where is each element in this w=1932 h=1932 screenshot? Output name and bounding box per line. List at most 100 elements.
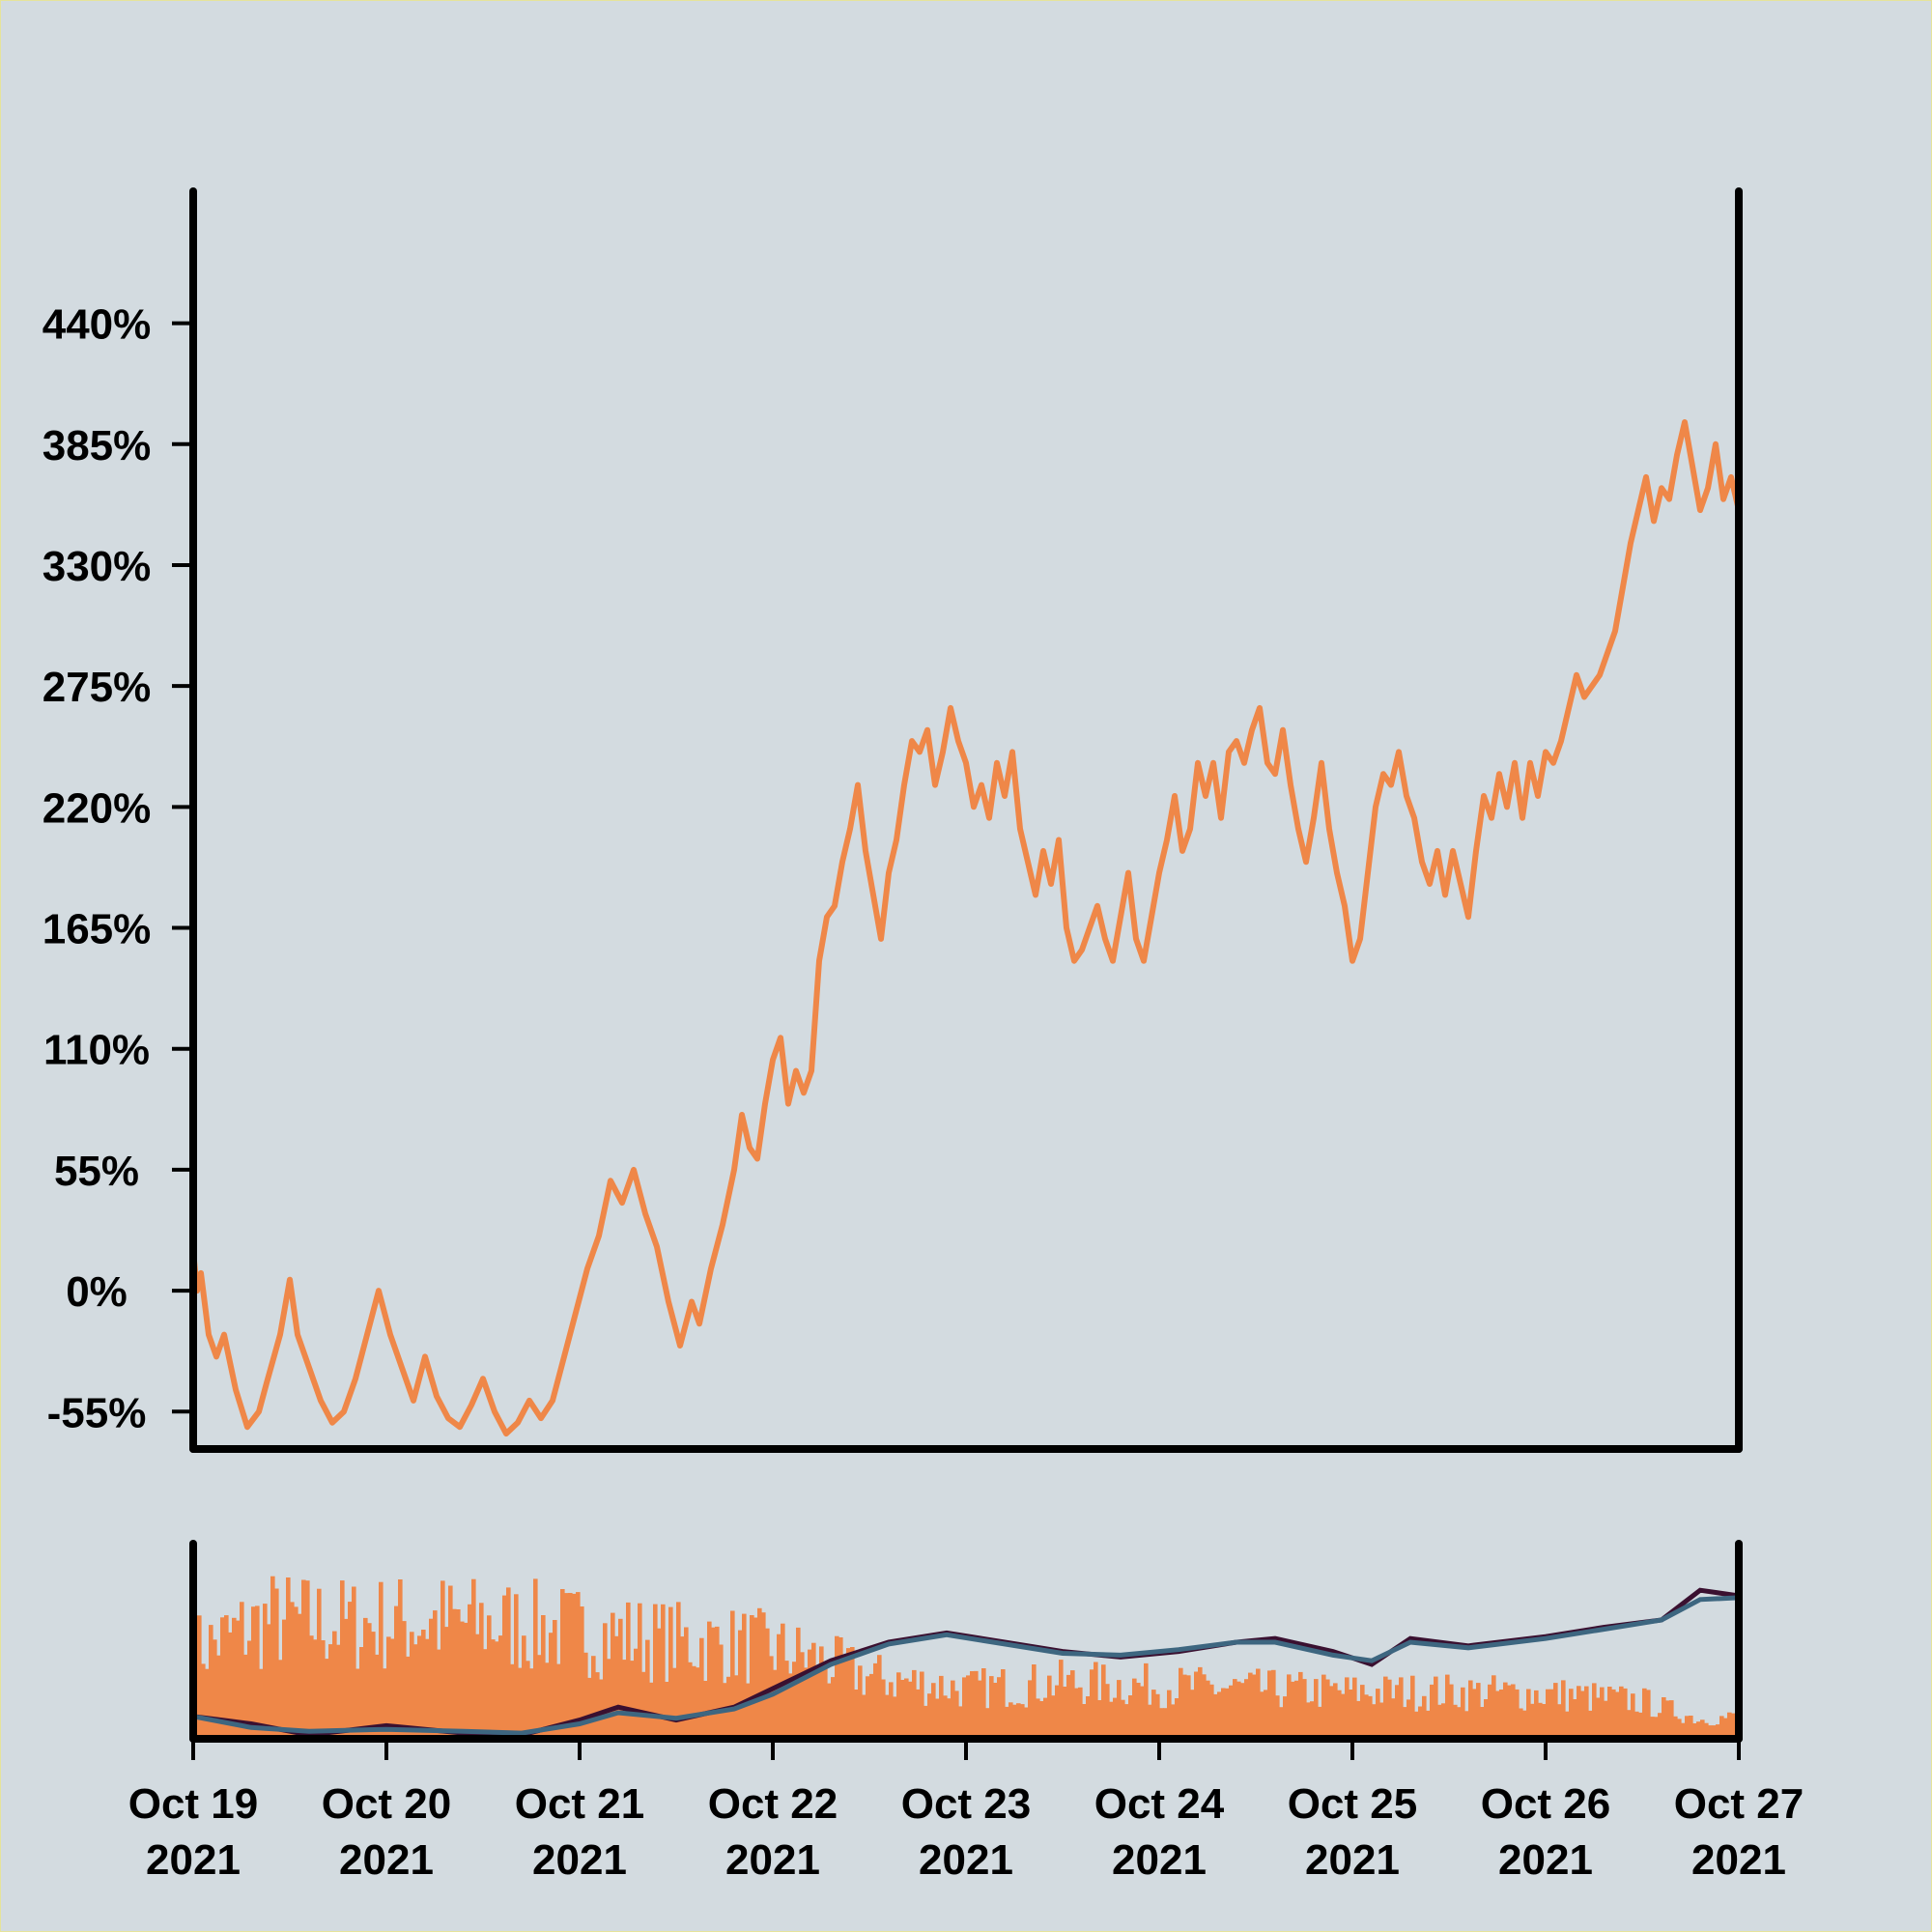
volume-bar [1171,1704,1176,1739]
volume-bar [572,1593,577,1739]
volume-bar [537,1655,542,1739]
volume-bar [556,1663,561,1739]
volume-bar [328,1644,333,1739]
volume-bar [1252,1674,1257,1739]
volume-bar [757,1607,762,1739]
volume-bar [1623,1688,1628,1739]
volume-bar [981,1668,986,1739]
volume-bar [1310,1701,1315,1739]
volume-bar [502,1595,507,1739]
volume-bar [742,1613,747,1739]
volume-bar [1553,1683,1558,1739]
x-tick-label-year: 2021 [532,1836,627,1884]
volume-bar [645,1639,650,1739]
volume-bar [1244,1679,1249,1739]
volume-bar [877,1655,882,1739]
volume-bar [885,1694,890,1739]
y-tick-label: 440% [43,301,152,349]
volume-bar [460,1621,465,1739]
volume-bar [1658,1713,1662,1739]
volume-bar [348,1602,353,1739]
volume-bar [317,1588,322,1739]
volume-bar [1476,1683,1481,1739]
volume-bar [390,1638,395,1739]
volume-bar [1495,1690,1500,1739]
volume-bar [1109,1701,1114,1739]
volume-bar [209,1625,213,1739]
volume-bar [529,1668,534,1739]
volume-bar [1434,1676,1438,1739]
volume-bar [1256,1668,1261,1739]
volume-bar [680,1636,685,1739]
volume-bar [514,1594,519,1739]
volume-bar [1264,1690,1268,1739]
volume-bar [1229,1685,1234,1739]
y-tick-label: 0% [66,1268,128,1316]
volume-bar [278,1660,283,1739]
volume-bar [622,1660,627,1739]
volume-bar [1113,1697,1118,1739]
volume-bar [498,1635,503,1739]
volume-bar [1267,1670,1272,1739]
volume-bar [1511,1684,1516,1739]
volume-bar [862,1694,867,1739]
volume-bar [294,1606,298,1739]
x-tick-label-year: 2021 [1305,1836,1400,1884]
volume-bar [1472,1689,1477,1739]
volume-bar [220,1617,225,1739]
y-tick-label: -55% [47,1389,147,1436]
volume-bar [251,1606,256,1739]
y-tick-label: 275% [43,664,152,711]
volume-bar [587,1677,592,1739]
volume-bar [1596,1697,1601,1739]
volume-bar [1306,1702,1311,1739]
volume-bar [1561,1680,1566,1739]
volume-bar [819,1646,824,1739]
volume-bar [580,1606,584,1739]
volume-bar [1051,1695,1056,1739]
volume-bar [1731,1713,1736,1739]
volume-bar [1070,1670,1075,1739]
volume-bar [908,1681,913,1739]
volume-bar [437,1649,441,1739]
volume-bar [541,1615,546,1739]
volume-bar [1302,1679,1307,1739]
volume-bar [638,1603,642,1739]
volume-bar [626,1602,631,1739]
volume-bar [247,1640,252,1739]
volume-bar [1213,1693,1218,1739]
volume-bar [286,1577,291,1739]
volume-bar [1005,1706,1009,1739]
volume-bar [1395,1685,1400,1739]
volume-bar [1716,1724,1720,1739]
volume-bar [386,1636,391,1739]
volume-bar [402,1621,407,1739]
volume-bar [1368,1695,1373,1739]
volume-bar [641,1671,646,1739]
volume-bar [630,1661,635,1739]
volume-bar [487,1615,492,1739]
volume-bar [456,1609,461,1739]
volume-bar [1519,1708,1523,1739]
y-tick-label: 55% [54,1148,139,1195]
volume-bar [692,1665,696,1739]
volume-bar [1406,1699,1411,1739]
volume-bar [831,1677,836,1739]
volume-bar [201,1663,206,1739]
volume-bar [707,1621,712,1739]
x-tick-label-date: Oct 25 [1288,1780,1418,1828]
x-tick-label-date: Oct 22 [708,1780,838,1828]
volume-bar [792,1662,797,1739]
volume-bar [444,1627,449,1739]
volume-bar [464,1622,469,1739]
volume-bar [1329,1686,1334,1739]
volume-bar [344,1618,349,1739]
volume-bar [1565,1711,1570,1739]
volume-bar [1588,1710,1593,1739]
volume-bar [672,1667,677,1739]
volume-bar [1321,1674,1326,1739]
volume-bar [263,1604,268,1739]
volume-bar [1634,1711,1639,1739]
volume-bar [232,1617,237,1739]
volume-bar [518,1667,523,1739]
